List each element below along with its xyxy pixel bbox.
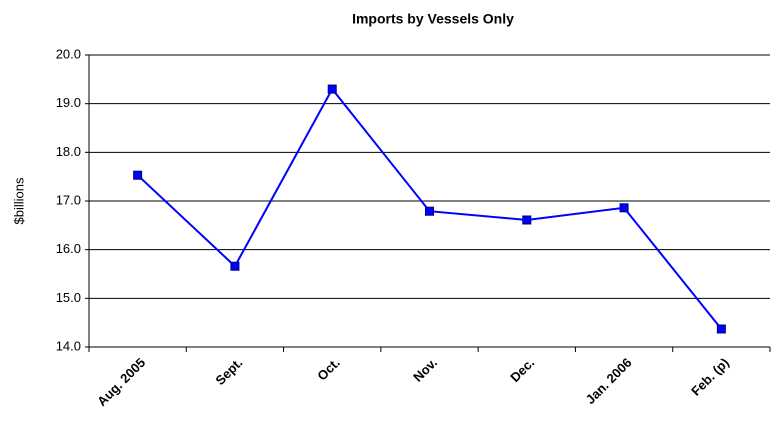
x-tick-label: Nov. bbox=[410, 355, 440, 385]
y-tick-label: 17.0 bbox=[56, 192, 81, 207]
x-tick-label: Oct. bbox=[314, 355, 342, 383]
marker bbox=[230, 261, 240, 271]
y-tick-label: 16.0 bbox=[56, 241, 81, 256]
x-tick-label: Jan. 2006 bbox=[583, 355, 635, 407]
y-tick-label: 19.0 bbox=[56, 95, 81, 110]
marker bbox=[716, 324, 726, 334]
y-tick-label: 20.0 bbox=[56, 46, 81, 61]
marker bbox=[327, 84, 337, 94]
x-tick-label: Dec. bbox=[507, 355, 537, 385]
marker bbox=[425, 206, 434, 216]
y-tick-label: 18.0 bbox=[56, 144, 81, 159]
x-tick-label: Aug. 2005 bbox=[94, 355, 148, 409]
marker bbox=[133, 170, 143, 180]
x-tick-label: Feb. (p) bbox=[688, 355, 732, 399]
marker bbox=[522, 215, 532, 225]
x-tick-label: Sept. bbox=[212, 355, 245, 388]
y-axis-label: $billions bbox=[11, 177, 26, 224]
y-tick-label: 14.0 bbox=[56, 338, 81, 353]
chart-title: Imports by Vessels Only bbox=[352, 11, 514, 27]
marker bbox=[619, 203, 629, 213]
y-tick-label: 15.0 bbox=[56, 290, 81, 305]
